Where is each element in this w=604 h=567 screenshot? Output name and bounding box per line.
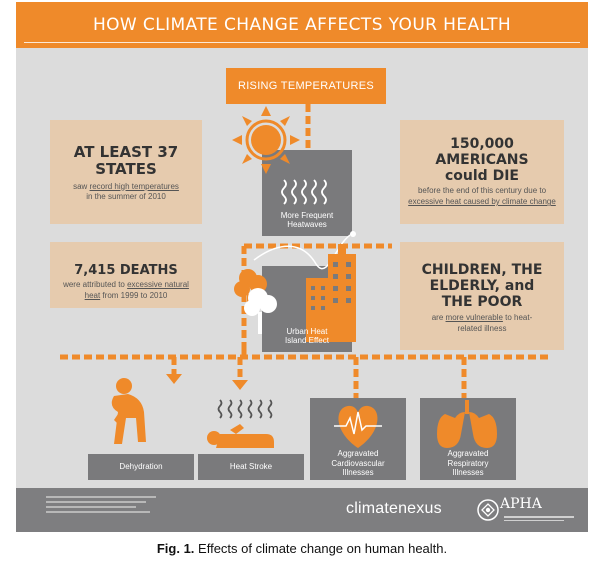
stat-states-headline: AT LEAST 37 STATES: [73, 143, 179, 179]
sun-icon: [232, 106, 300, 174]
footer-bar: climatenexus APHA: [16, 488, 588, 532]
heart-icon: [334, 405, 382, 448]
collapsed-person-icon: [207, 424, 274, 448]
heatstroke-label: Heat Stroke: [229, 462, 273, 472]
dehydration-box: [88, 454, 194, 480]
tree-icon: [234, 269, 277, 334]
apha-tagline-fine-print: [504, 516, 574, 521]
stat-states-box: AT LEAST 37 STATES saw record high tempe…: [50, 120, 202, 224]
apha-emblem-icon: [477, 499, 499, 521]
dehydration-person-icon: [111, 378, 146, 444]
heat-waves-icon: [281, 179, 327, 205]
lungs-icon: [437, 400, 497, 448]
stat-americans-headline: 150,000 AMERICANS: [435, 136, 529, 169]
heatstroke-box: [198, 454, 304, 480]
dehydration-label-area: Dehydration: [88, 454, 194, 480]
infographic: HOW CLIMATE CHANGE AFFECTS YOUR HEALTH: [16, 2, 588, 532]
respiratory-label-area: Aggravated Respiratory Illnesses: [420, 398, 516, 480]
stat-states-detail: saw record high temperatures in the summ…: [73, 181, 179, 202]
stat-vulnerable-headline: CHILDREN, THE ELDERLY, and THE POOR: [421, 262, 543, 311]
stat-deaths-headline: 7,415 DEATHS: [74, 263, 178, 278]
stat-deaths-box: 7,415 DEATHS were attributed to excessiv…: [50, 242, 202, 308]
footnotes-fine-print: [46, 496, 156, 513]
heat-squiggles-icon: [217, 399, 273, 419]
title-underline: [24, 42, 580, 43]
stat-vulnerable-detail: are more vulnerable to heat-related illn…: [431, 313, 533, 334]
heatwaves-label: More Frequent Heatwaves: [280, 210, 334, 230]
city-buildings-icon: [306, 244, 356, 342]
stat-americans-headline-2: could DIE: [445, 168, 519, 185]
respiratory-label: Aggravated Respiratory Illnesses: [447, 449, 489, 478]
urban-label: Urban Heat Island Effect: [285, 326, 329, 346]
infographic-title: HOW CLIMATE CHANGE AFFECTS YOUR HEALTH: [16, 2, 588, 48]
rising-temperatures-box: RISING TEMPERATURES: [226, 68, 386, 104]
heatwaves-box: [262, 150, 352, 236]
figure-caption: Fig. 1. Effects of climate change on hum…: [156, 541, 448, 556]
heatwaves-label-area: More Frequent Heatwaves: [262, 150, 352, 236]
dehydration-label: Dehydration: [119, 462, 163, 472]
stat-deaths-detail: were attributed to excessive natural hea…: [63, 279, 189, 300]
cardio-label: Aggravated Cardiovascular Illnesses: [331, 449, 385, 478]
stat-americans-detail: before the end of this century due to ex…: [408, 186, 556, 207]
heatstroke-label-area: Heat Stroke: [198, 454, 304, 480]
stat-vulnerable-box: CHILDREN, THE ELDERLY, and THE POOR are …: [400, 242, 564, 350]
connector-graphics: [60, 104, 552, 480]
apha-logo: APHA: [500, 496, 542, 512]
urban-label-area: Urban Heat Island Effect: [262, 266, 352, 352]
climatenexus-logo: climatenexus: [346, 500, 442, 517]
cardio-label-area: Aggravated Cardiovascular Illnesses: [310, 398, 406, 480]
stat-americans-box: 150,000 AMERICANS could DIE before the e…: [400, 120, 564, 224]
